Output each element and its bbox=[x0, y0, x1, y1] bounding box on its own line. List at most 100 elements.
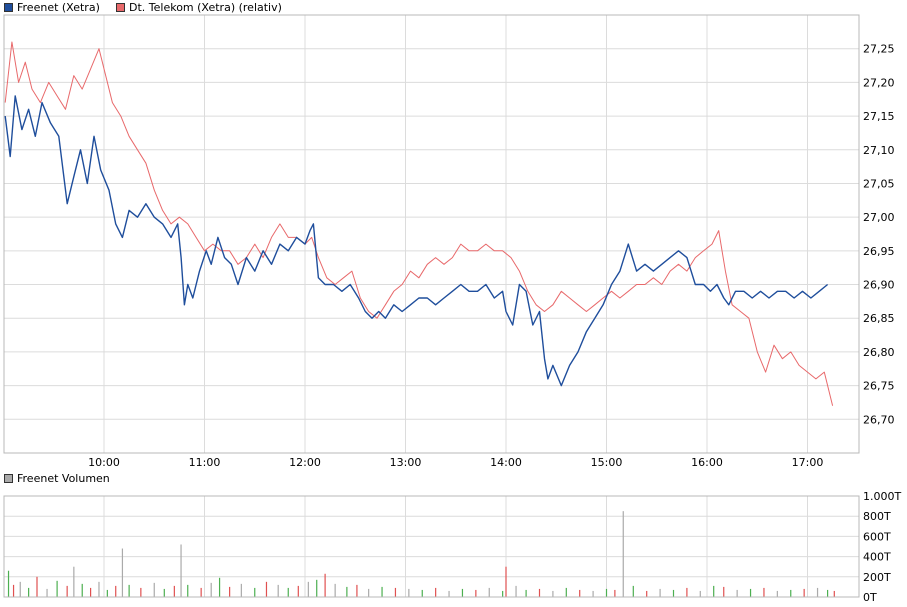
volume-bar bbox=[368, 588, 370, 597]
legend-label-telekom: Dt. Telekom (Xetra) (relativ) bbox=[129, 1, 282, 14]
volume-bar bbox=[46, 588, 48, 597]
volume-bar bbox=[515, 585, 517, 597]
volume-y-tick-label: 600T bbox=[863, 530, 891, 543]
x-tick-label: 16:00 bbox=[691, 456, 723, 469]
price-plot-frame bbox=[3, 14, 860, 454]
x-tick-label: 15:00 bbox=[591, 456, 623, 469]
volume-y-tick-label: 1.000T bbox=[863, 490, 901, 503]
legend-item-volume: Freenet Volumen bbox=[4, 472, 110, 485]
volume-bar bbox=[448, 590, 450, 597]
volume-bar bbox=[153, 582, 155, 597]
volume-bar bbox=[7, 570, 10, 597]
volume-bar bbox=[73, 566, 75, 597]
price-plot bbox=[4, 41, 834, 406]
volume-bar bbox=[121, 548, 124, 597]
grid-layer bbox=[4, 15, 859, 598]
volume-bar bbox=[502, 590, 504, 597]
volume-bar bbox=[421, 589, 423, 597]
volume-y-tick-label: 800T bbox=[863, 510, 891, 523]
volume-bar bbox=[28, 587, 30, 597]
legend-label-volume: Freenet Volumen bbox=[17, 472, 110, 485]
volume-bar bbox=[723, 586, 725, 597]
y-tick-label: 27,20 bbox=[863, 76, 895, 89]
legend-label-freenet: Freenet (Xetra) bbox=[17, 1, 100, 14]
volume-bar bbox=[803, 588, 805, 597]
y-tick-label: 26,95 bbox=[863, 245, 895, 258]
volume-bar bbox=[622, 511, 624, 597]
volume-bar bbox=[833, 590, 835, 597]
volume-y-tick-label: 0T bbox=[863, 591, 877, 604]
volume-bar bbox=[334, 583, 336, 597]
series-line-freenet bbox=[4, 95, 829, 387]
volume-bar bbox=[56, 580, 58, 597]
y-tick-label: 27,25 bbox=[863, 43, 895, 56]
volume-bar bbox=[81, 583, 83, 597]
volume-bar bbox=[461, 588, 464, 597]
volume-bar bbox=[408, 588, 410, 597]
y-tick-label: 26,80 bbox=[863, 346, 895, 359]
volume-bar bbox=[827, 589, 829, 597]
y-tick-label: 27,00 bbox=[863, 211, 895, 224]
volume-bar bbox=[210, 582, 212, 597]
volume-bar bbox=[776, 590, 778, 597]
volume-bar bbox=[672, 589, 675, 597]
volume-bar bbox=[229, 586, 231, 597]
volume-bar bbox=[173, 585, 175, 597]
volume-bar bbox=[632, 585, 634, 597]
volume-bar bbox=[736, 589, 738, 597]
y-tick-label: 26,90 bbox=[863, 279, 895, 292]
volume-bar bbox=[277, 584, 279, 597]
volume-bar bbox=[790, 589, 792, 597]
volume-bar bbox=[605, 588, 608, 597]
volume-bar bbox=[488, 587, 490, 597]
volume-bar bbox=[614, 589, 616, 597]
legend-item-freenet: Freenet (Xetra) bbox=[4, 1, 100, 14]
volume-bar bbox=[552, 590, 554, 597]
series-line-telekom bbox=[4, 41, 834, 406]
volume-y-tick-label: 400T bbox=[863, 551, 891, 564]
volume-bar bbox=[240, 583, 242, 597]
legend-item-telekom: Dt. Telekom (Xetra) (relativ) bbox=[116, 1, 282, 14]
volume-bar bbox=[98, 581, 100, 597]
y-tick-label: 26,70 bbox=[863, 413, 895, 426]
volume-bar bbox=[356, 584, 358, 597]
volume-bar bbox=[394, 587, 397, 597]
volume-bar bbox=[12, 584, 15, 597]
volume-y-tick-label: 200T bbox=[863, 571, 891, 584]
volume-bar bbox=[713, 585, 715, 597]
x-tick-label: 11:00 bbox=[189, 456, 221, 469]
volume-bar bbox=[128, 584, 130, 597]
x-tick-label: 12:00 bbox=[289, 456, 321, 469]
volume-bar bbox=[115, 585, 117, 597]
volume-bar bbox=[592, 590, 594, 597]
volume-bar bbox=[538, 588, 541, 597]
volume-bar bbox=[686, 587, 688, 597]
volume-bar bbox=[297, 585, 299, 597]
volume-bar bbox=[106, 589, 108, 597]
volume-bar bbox=[287, 587, 289, 597]
volume-bar bbox=[36, 576, 38, 597]
volume-bar bbox=[90, 587, 92, 597]
volume-bar bbox=[816, 587, 819, 597]
y-tick-label: 27,05 bbox=[863, 177, 895, 190]
legend-swatch-telekom bbox=[116, 3, 125, 12]
volume-bar bbox=[316, 579, 318, 597]
volume-plot bbox=[7, 511, 835, 597]
volume-bar bbox=[381, 586, 383, 597]
x-tick-label: 10:00 bbox=[88, 456, 120, 469]
x-tick-label: 17:00 bbox=[792, 456, 824, 469]
volume-bar bbox=[19, 581, 21, 597]
volume-bar bbox=[646, 590, 648, 597]
volume-bar bbox=[699, 590, 701, 597]
axis-labels: 10:00 11:00 12:00 13:00 14:00 15:00 16:00 17:00… bbox=[88, 43, 901, 604]
plot-frames bbox=[3, 14, 860, 598]
volume-bar bbox=[505, 566, 507, 597]
volume-bar bbox=[187, 584, 189, 597]
volume-bar bbox=[66, 585, 68, 597]
y-tick-label: 27,15 bbox=[863, 110, 895, 123]
volume-plot-frame bbox=[3, 495, 860, 598]
volume-bar bbox=[435, 587, 437, 597]
volume-bar bbox=[180, 544, 182, 597]
volume-bar bbox=[475, 589, 477, 597]
